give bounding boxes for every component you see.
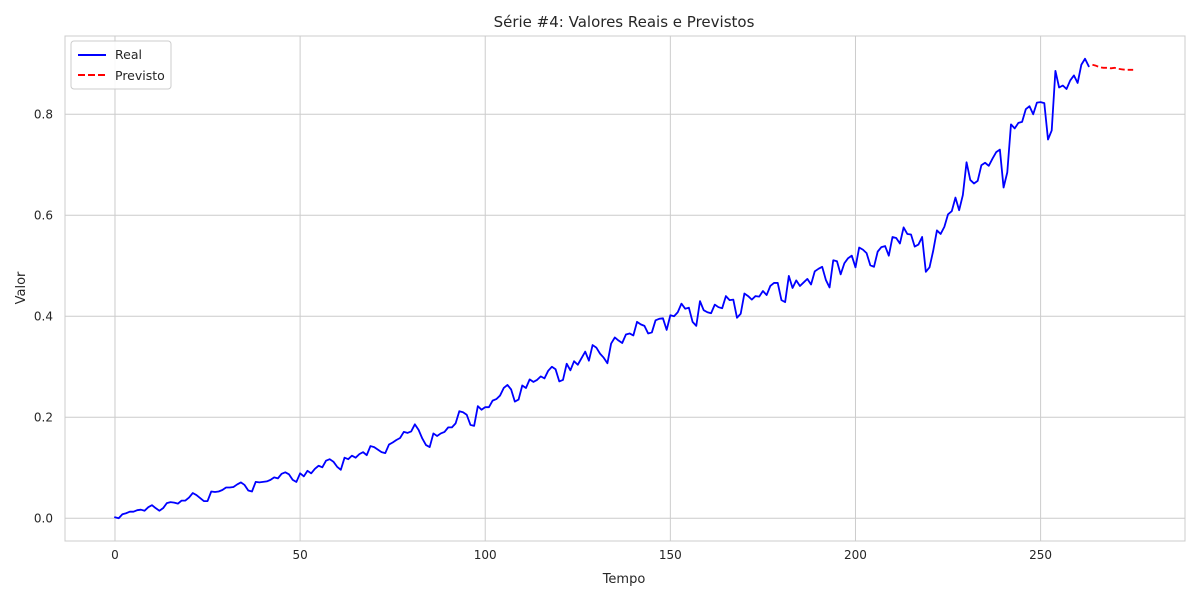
legend: Real Previsto bbox=[70, 40, 172, 90]
chart-title: Série #4: Valores Reais e Previstos bbox=[494, 13, 755, 31]
x-tick-label: 250 bbox=[1029, 548, 1052, 562]
y-tick-label: 0.0 bbox=[34, 511, 53, 525]
y-axis-label: Valor bbox=[14, 271, 29, 304]
legend-label-real: Real bbox=[115, 47, 142, 62]
series-line-real bbox=[114, 57, 1090, 520]
legend-label-previsto: Previsto bbox=[115, 68, 165, 83]
y-tick-label: 0.8 bbox=[34, 107, 53, 121]
x-tick-label: 50 bbox=[292, 548, 307, 562]
x-tick-label: 100 bbox=[474, 548, 497, 562]
x-tick-label: 200 bbox=[844, 548, 867, 562]
series-layer bbox=[114, 57, 1134, 520]
x-tick-label: 0 bbox=[111, 548, 119, 562]
legend-box bbox=[70, 40, 172, 90]
x-tick-label: 150 bbox=[659, 548, 682, 562]
ticks: 0 50 100 150 200 250 0.0 0.2 0.4 0.6 0.8 bbox=[34, 107, 1052, 562]
plot-area bbox=[64, 35, 1186, 542]
y-tick-label: 0.6 bbox=[34, 208, 53, 222]
x-axis-label: Tempo bbox=[602, 572, 646, 587]
y-tick-label: 0.2 bbox=[34, 410, 53, 424]
y-tick-label: 0.4 bbox=[34, 309, 53, 323]
series-line-previsto bbox=[1092, 63, 1134, 71]
grid bbox=[65, 36, 1185, 541]
